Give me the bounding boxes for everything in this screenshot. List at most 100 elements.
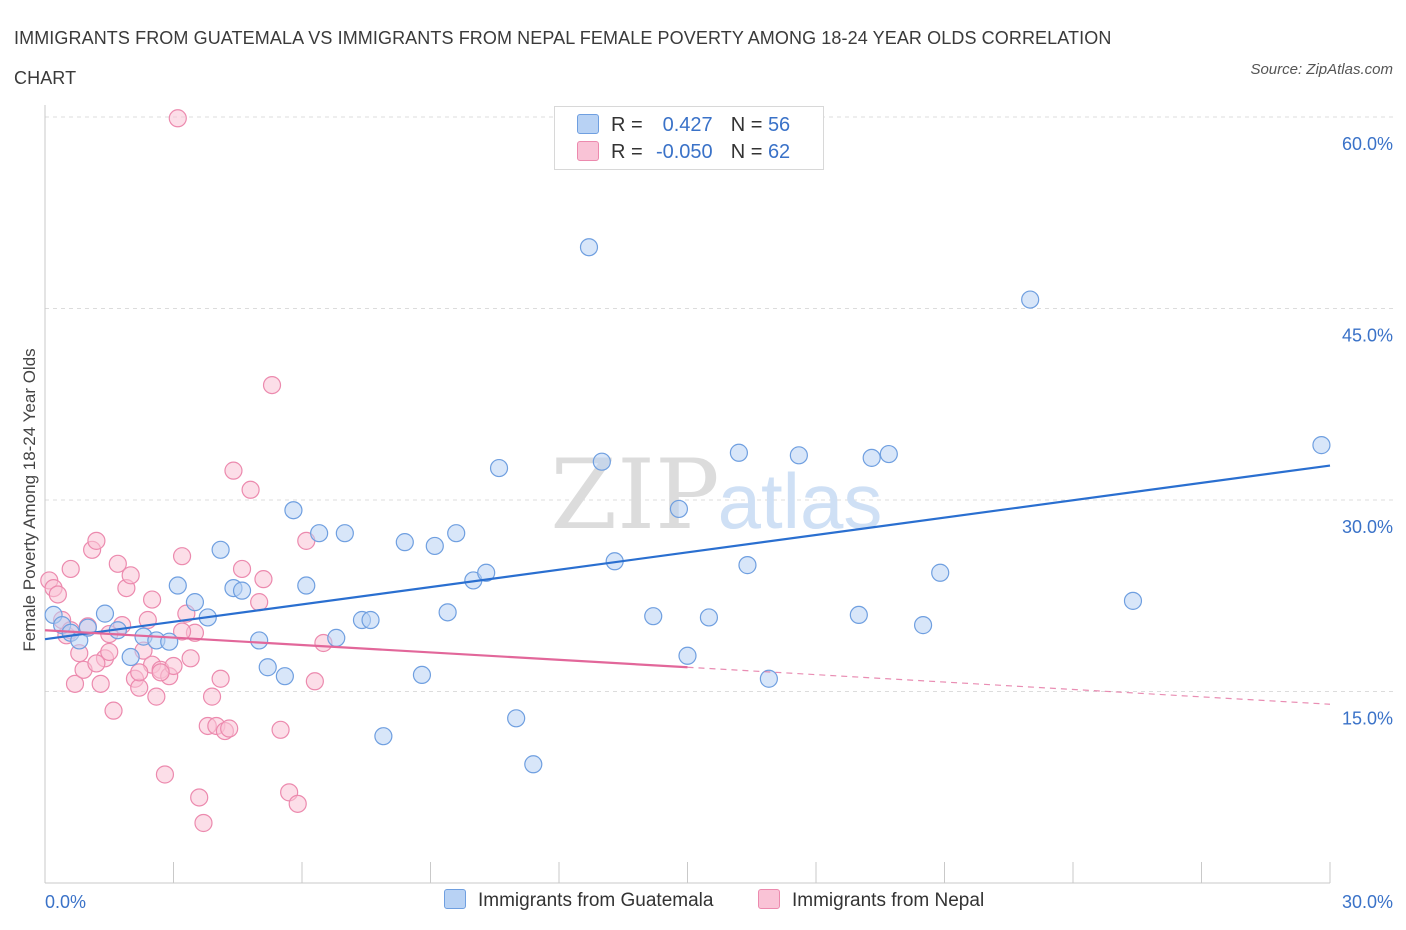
nepal-point: [147, 687, 166, 706]
nepal-point: [121, 566, 140, 585]
guatemala-point: [931, 563, 950, 582]
guatemala-point: [374, 727, 393, 746]
guatemala-point: [412, 665, 432, 685]
guatemala-point: [489, 458, 509, 478]
nepal-point: [151, 663, 170, 682]
nepal-point: [91, 674, 110, 693]
guatemala-point: [759, 669, 778, 688]
nepal-trend-line-extension: [687, 666, 1331, 705]
nepal-point: [87, 531, 106, 550]
legend-r-value: 0.427: [662, 114, 713, 136]
legend-r-label: R =: [611, 141, 643, 163]
nepal-point: [61, 559, 80, 579]
nepal-point: [254, 570, 273, 589]
guatemala-point: [524, 755, 543, 774]
guatemala-point: [678, 646, 697, 665]
guatemala-point: [250, 631, 269, 650]
legend: R = 0.427 N = 56 R = -0.050 N = 62: [554, 106, 824, 170]
y-tick-label: 30.0%: [1342, 517, 1393, 537]
tick-labels: 15.0% 30.0% 45.0% 60.0% 0.0% 30.0%: [45, 134, 1393, 912]
nepal-point: [305, 672, 324, 691]
x-tick-label-min: 0.0%: [45, 892, 86, 912]
bottom-legend-swatch-nepal: [758, 889, 780, 909]
bottom-legend-label-nepal: Immigrants from Nepal: [792, 890, 985, 911]
chart-title: IMMIGRANTS FROM GUATEMALA VS IMMIGRANTS …: [14, 28, 1112, 88]
nepal-point: [100, 642, 119, 662]
guatemala-point: [185, 593, 205, 612]
guatemala-point: [395, 533, 414, 552]
grid-layer: [45, 116, 1395, 692]
guatemala-point: [849, 605, 868, 625]
nepal-point: [168, 109, 187, 128]
nepal-point: [250, 593, 269, 612]
guatemala-point: [862, 448, 881, 467]
guatemala-point: [644, 607, 663, 626]
y-tick-label: 45.0%: [1342, 326, 1393, 346]
source-label: Source: ZipAtlas.com: [1250, 61, 1393, 78]
nepal-point: [202, 687, 222, 706]
guatemala-point: [579, 238, 599, 257]
guatemala-point: [335, 524, 354, 543]
nepal-point: [190, 788, 209, 807]
guatemala-point: [913, 616, 933, 635]
legend-n-value: 62: [767, 141, 791, 163]
guatemala-point: [592, 452, 611, 471]
legend-n-label: N =: [730, 141, 763, 163]
watermark-zip: ZIP: [550, 439, 719, 551]
guatemala-point: [738, 556, 757, 575]
bottom-legend-nepal: Immigrants from Nepal: [758, 889, 984, 912]
nepal-point: [142, 590, 162, 609]
bottom-legend-swatch-guatemala: [444, 889, 466, 909]
guatemala-point: [447, 524, 466, 543]
nepal-point: [130, 663, 149, 682]
nepal-point: [194, 813, 213, 833]
guatemala-point: [361, 610, 380, 630]
guatemala-point: [310, 524, 329, 543]
legend-swatch-nepal: [577, 141, 599, 161]
nepal-point: [241, 480, 260, 499]
legend-swatch-guatemala: [577, 114, 599, 134]
guatemala-point: [160, 632, 179, 651]
nepal-point: [172, 622, 192, 641]
y-tick-label: 15.0%: [1342, 709, 1393, 729]
nepal-trend-line: [44, 629, 688, 669]
guatemala-point: [297, 576, 316, 595]
trend-lines: [44, 464, 1331, 705]
nepal-point: [87, 654, 106, 673]
legend-n-label: N =: [730, 114, 763, 136]
guatemala-point: [284, 501, 303, 520]
nepal-point: [211, 669, 230, 688]
legend-row-nepal: R = -0.050 N = 62: [577, 139, 790, 165]
guatemala-point: [1021, 290, 1040, 309]
nepal-points: [40, 109, 333, 833]
bottom-legend-label-guatemala: Immigrants from Guatemala: [478, 890, 714, 911]
nepal-point: [108, 554, 127, 573]
guatemala-point: [507, 709, 526, 728]
axis-layer: [44, 105, 1331, 884]
guatemala-point: [121, 647, 140, 667]
guatemala-point: [327, 628, 346, 647]
nepal-point: [220, 719, 239, 738]
guatemala-point: [729, 443, 749, 462]
nepal-point: [232, 559, 252, 579]
nepal-point: [262, 376, 282, 395]
nepal-point: [288, 794, 307, 813]
legend-n-value: 56: [767, 114, 791, 136]
x-tick-label-max: 30.0%: [1342, 892, 1393, 912]
guatemala-point: [95, 604, 115, 623]
legend-r-label: R =: [611, 114, 643, 136]
guatemala-point: [438, 603, 457, 622]
nepal-point: [130, 678, 149, 697]
nepal-point: [224, 461, 243, 480]
nepal-point: [155, 765, 175, 784]
guatemala-point: [168, 576, 187, 595]
nepal-point: [65, 674, 85, 693]
nepal-point: [48, 585, 67, 604]
guatemala-point: [477, 563, 496, 582]
guatemala-point: [275, 667, 294, 686]
nepal-point: [181, 649, 200, 668]
nepal-point: [271, 720, 290, 739]
guatemala-point: [669, 499, 689, 519]
guatemala-trend-line: [44, 464, 1331, 641]
